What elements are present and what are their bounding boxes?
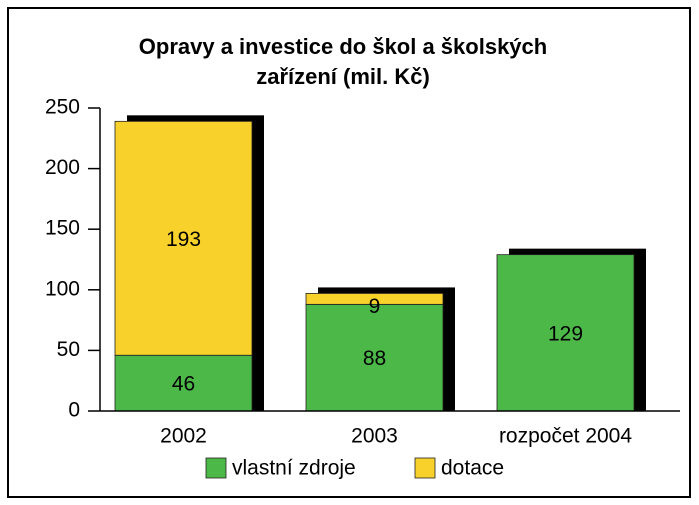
y-tick-label: 250 (45, 96, 80, 119)
x-tick-label: 2003 (351, 425, 398, 448)
legend-swatch (414, 457, 436, 479)
y-tick-label: 50 (57, 338, 80, 361)
legend-label: vlastní zdroje (232, 457, 356, 480)
y-tick-label: 0 (68, 399, 80, 422)
bar-segment (114, 120, 253, 356)
y-tick-label: 200 (45, 156, 80, 179)
x-tick-label: 2002 (160, 425, 207, 448)
bar-segment (305, 303, 444, 412)
value-label: 9 (369, 295, 381, 318)
y-tick-label: 100 (45, 277, 80, 300)
bar-segment (114, 354, 253, 412)
value-label: 88 (363, 347, 386, 370)
bar-segment (305, 293, 444, 305)
x-tick-label: rozpočet 2004 (499, 425, 632, 448)
frame (7, 7, 691, 498)
value-label: 193 (166, 228, 201, 251)
bar-segment (496, 254, 635, 412)
y-tick-label: 150 (45, 217, 80, 240)
legend-swatch (205, 457, 227, 479)
value-label: 129 (548, 322, 583, 345)
value-label: 46 (172, 373, 195, 396)
chart-title: Opravy a investice do škol a školských z… (138, 34, 548, 89)
legend-label: dotace (441, 457, 504, 480)
